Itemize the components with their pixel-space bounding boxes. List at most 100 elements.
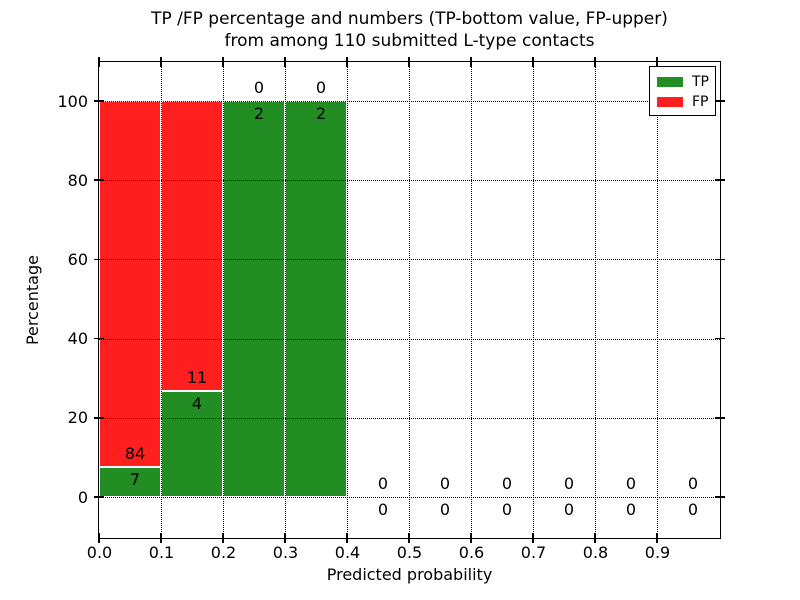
x-tick-label: 0.4: [334, 543, 361, 562]
y-gridline: [99, 497, 720, 498]
y-tick-mark: [94, 258, 104, 261]
tp-count-label: 7: [129, 469, 141, 489]
y-gridline: [99, 338, 720, 340]
x-gridline: [594, 62, 596, 538]
chart-title-line1: TP /FP percentage and numbers (TP-bottom…: [151, 9, 668, 29]
x-tick-mark: [408, 533, 410, 543]
x-tick-label: 0.1: [148, 543, 175, 562]
x-tick-label: 0.3: [272, 543, 299, 562]
y-tick-mark: [94, 417, 104, 419]
y-gridline: [99, 417, 720, 419]
y-tick-mark-right: [715, 337, 725, 340]
x-tick-mark-top: [656, 57, 658, 67]
tp-count-label: 0: [439, 500, 451, 519]
tp-color-swatch: [657, 76, 683, 87]
x-gridline: [470, 62, 472, 538]
x-tick-mark: [222, 533, 224, 543]
bar-segment-tp: [285, 101, 347, 497]
y-tick-mark: [94, 496, 104, 498]
y-tick-label: 80: [67, 170, 88, 190]
x-tick-label: 0.8: [582, 543, 609, 562]
x-tick-mark: [284, 533, 286, 543]
fp-count-label: 0: [315, 78, 327, 97]
x-tick-label: 0.0: [86, 543, 113, 562]
tp-count-label: 2: [253, 104, 265, 123]
y-gridline: [99, 180, 720, 182]
y-tick-label: 20: [67, 408, 88, 428]
x-gridline: [160, 62, 162, 538]
x-axis-label: Predicted probability: [326, 565, 493, 584]
tp-count-label: 4: [191, 394, 203, 414]
x-gridline: [408, 62, 410, 538]
fp-count-label: 11: [186, 368, 208, 388]
x-gridline: [532, 62, 534, 538]
tp-count-label: 2: [315, 104, 327, 123]
bar-segment-tp: [99, 466, 161, 497]
x-tick-mark-top: [470, 57, 472, 67]
legend-item-fp: FP: [657, 93, 709, 110]
fp-count-label: 0: [253, 78, 265, 97]
x-tick-mark: [594, 533, 596, 543]
tick-marks-layer: [94, 57, 725, 543]
fp-count-label: 0: [501, 474, 513, 493]
y-tick-mark-right: [715, 258, 725, 261]
y-tick-mark-right: [715, 496, 725, 498]
legend-label-fp: FP: [692, 93, 709, 110]
y-tick-mark: [94, 337, 104, 340]
x-tick-mark-top: [284, 57, 286, 67]
y-tick-label: 100: [57, 91, 88, 111]
fp-count-label: 0: [563, 474, 575, 493]
bars-layer: [99, 62, 720, 538]
y-tick-mark: [94, 100, 104, 102]
fp-count-label: 0: [439, 474, 451, 493]
legend: TP FP: [649, 66, 716, 116]
y-axis-label: Percentage: [23, 255, 42, 346]
x-tick-label: 0.5: [396, 543, 423, 562]
x-tick-mark-top: [346, 57, 348, 67]
y-gridline: [99, 101, 720, 102]
x-tick-mark-top: [222, 57, 224, 67]
bar-count-labels-layer: 84 7 11 4 0 2 0 2 0 0 0 0 0 0 0 0 0 0 0 0: [99, 62, 720, 538]
bar-segment-fp: [99, 101, 161, 467]
y-tick-mark-right: [715, 417, 725, 419]
x-tick-mark: [656, 533, 658, 543]
fp-color-swatch: [657, 96, 683, 107]
x-tick-mark: [160, 533, 162, 543]
legend-item-tp: TP: [657, 73, 709, 90]
legend-label-tp: TP: [692, 73, 709, 90]
x-tick-mark-top: [98, 57, 100, 67]
x-gridline: [284, 62, 286, 538]
tp-count-label: 0: [501, 500, 513, 519]
y-tick-label: 0: [77, 487, 88, 507]
fp-count-label: 0: [377, 474, 389, 493]
x-tick-mark: [532, 533, 534, 543]
y-tick-label: 60: [67, 249, 88, 269]
x-tick-mark-top: [160, 57, 162, 67]
bar-segment-tp: [223, 101, 285, 497]
x-gridline: [656, 62, 658, 538]
chart-title: TP /FP percentage and numbers (TP-bottom…: [98, 8, 721, 52]
x-tick-mark: [346, 533, 348, 543]
tp-count-label: 0: [377, 500, 389, 519]
y-tick-label: 40: [67, 329, 88, 349]
y-tick-mark-right: [715, 179, 725, 181]
x-gridline: [346, 62, 348, 538]
plot-area: 84 7 11 4 0 2 0 2 0 0 0 0 0 0 0 0 0 0 0 0 TP FP: [94, 57, 725, 543]
x-tick-label: 0.6: [458, 543, 485, 562]
grid-layer: [99, 62, 720, 538]
y-tick-mark: [94, 179, 104, 181]
x-tick-mark-top: [594, 57, 596, 67]
x-tick-label: 0.2: [210, 543, 237, 562]
bar-segment-tp: [161, 391, 223, 497]
y-gridline: [99, 259, 720, 261]
tp-count-label: 0: [687, 500, 699, 519]
x-tick-label: 0.9: [644, 543, 671, 562]
chart-title-line2: from among 110 submitted L-type contacts: [224, 31, 595, 51]
x-tick-mark: [98, 533, 100, 543]
x-tick-mark-top: [532, 57, 534, 67]
fp-count-label: 0: [687, 474, 699, 493]
y-tick-mark-right: [715, 100, 725, 102]
fp-count-label: 84: [124, 443, 146, 463]
fp-count-label: 0: [625, 474, 637, 493]
